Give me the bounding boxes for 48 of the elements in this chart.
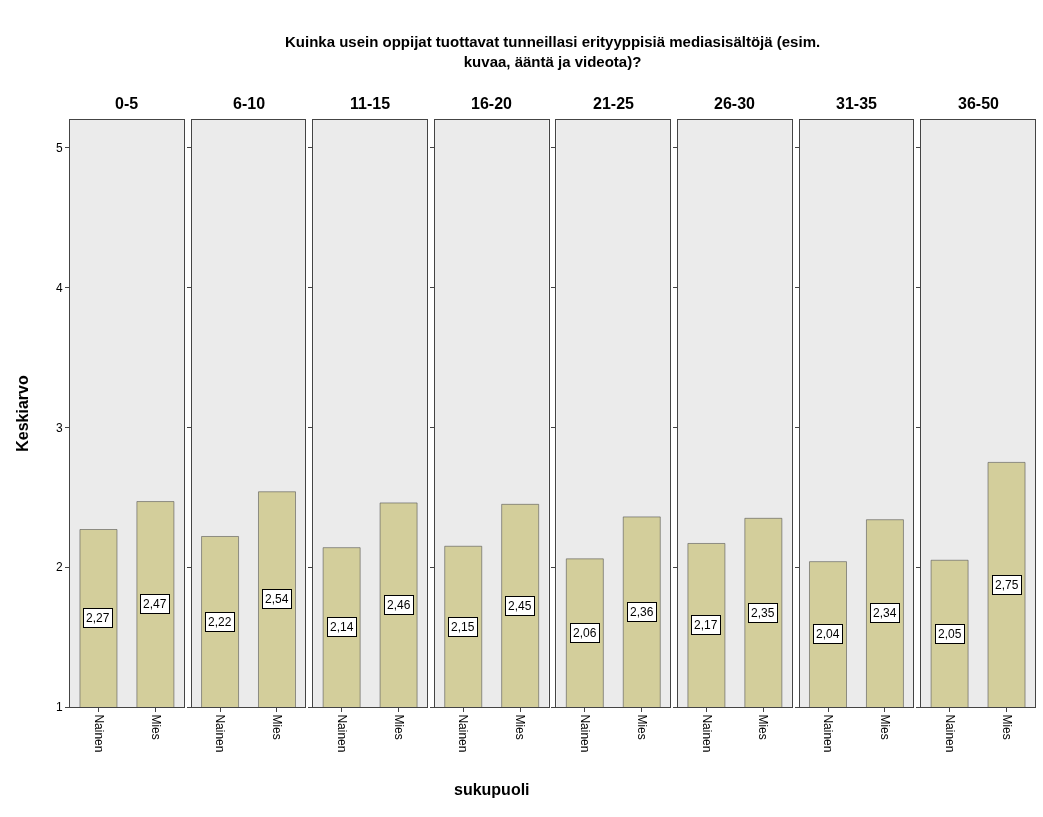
data-label: 2,47	[143, 597, 167, 611]
data-label: 2,46	[387, 598, 411, 612]
chart-title: 6-10	[233, 95, 266, 112]
x-tick-label: Mies	[756, 714, 771, 740]
data-label: 2,15	[451, 620, 475, 634]
x-tick-label: Nainen	[91, 714, 106, 753]
x-tick-label: Mies	[513, 714, 528, 740]
x-tick-label: Nainen	[456, 714, 471, 753]
data-label: 2,54	[265, 592, 289, 606]
data-label: 2,75	[995, 578, 1019, 592]
y-tick-label: 5	[55, 141, 63, 156]
y-tick-label: 1	[55, 700, 63, 715]
y-axis-title: Keskiarvo	[14, 375, 31, 452]
x-tick-label: Nainen	[942, 714, 957, 753]
chart-title: 21-25	[593, 95, 635, 112]
text: Kuinka usein oppijat tuottavat tunneillasi erityyppisiä mediasisältöjä (esim. kuvaa, ääntä ja videota)?	[285, 33, 821, 70]
data-label: 2,22	[208, 615, 232, 629]
x-tick-label: Nainen	[334, 714, 349, 753]
x-tick-label: Mies	[270, 714, 285, 740]
chart-title: 36-50	[958, 95, 1000, 112]
x-tick-label: Nainen	[213, 714, 228, 753]
data-label: 2,35	[751, 606, 775, 620]
x-tick-label: Mies	[999, 714, 1014, 740]
data-label: 2,17	[694, 618, 718, 632]
data-label: 2,27	[86, 611, 110, 625]
chart-title: 11-15	[350, 95, 391, 112]
x-tick-label: Nainen	[821, 714, 836, 753]
data-label: 2,04	[816, 627, 840, 641]
y-tick-label: 2	[55, 560, 63, 575]
data-label: 2,14	[330, 620, 354, 634]
chart-title: 0-5	[115, 95, 139, 112]
y-tick-label: 4	[55, 280, 63, 295]
x-tick-label: Nainen	[699, 714, 714, 753]
x-tick-label: Nainen	[577, 714, 592, 753]
chart-title: 31-35	[836, 95, 878, 112]
x-tick-label: Mies	[634, 714, 649, 740]
y-tick-label: 3	[55, 420, 63, 435]
data-label: 2,45	[508, 599, 532, 613]
chart-title: 26-30	[714, 95, 756, 112]
x-tick-label: Mies	[878, 714, 893, 740]
data-label: 2,36	[630, 605, 654, 619]
data-label: 2,34	[873, 606, 897, 620]
chart-title: 16-20	[471, 95, 513, 112]
x-tick-label: Mies	[391, 714, 406, 740]
x-tick-label: Mies	[148, 714, 163, 740]
x-axis-title: sukupuoli	[454, 781, 530, 798]
data-label: 2,06	[573, 626, 597, 640]
data-label: 2,05	[938, 627, 962, 641]
